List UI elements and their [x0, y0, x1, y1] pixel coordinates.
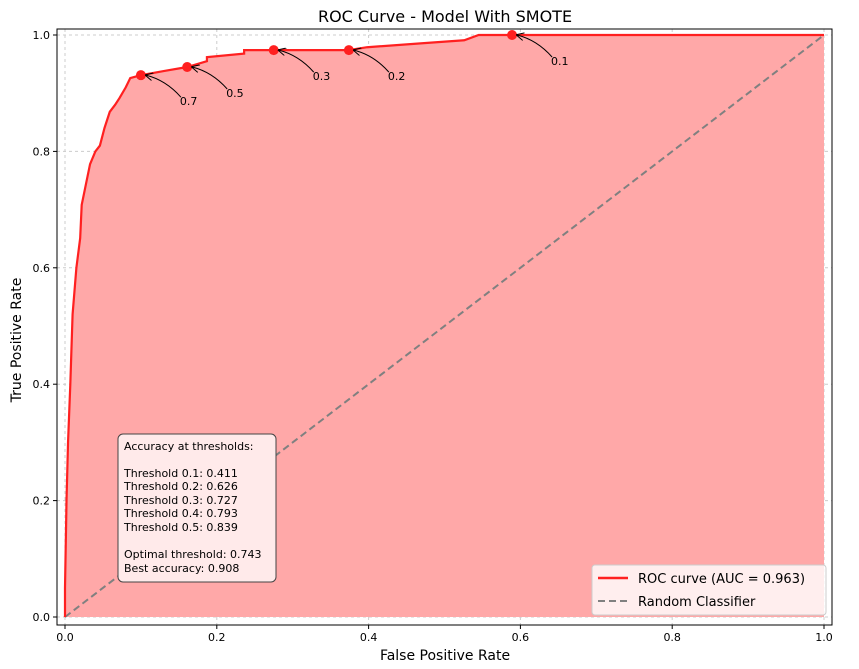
x-tick-label: 0.2: [208, 631, 226, 644]
roc-curve-line: [63, 33, 824, 617]
x-tick-label: 0.8: [663, 631, 681, 644]
threshold-point: [182, 62, 193, 73]
y-tick-label: 0.6: [33, 262, 51, 275]
y-tick-label: 0.4: [33, 378, 51, 391]
legend-roc-label: ROC curve (AUC = 0.963): [638, 572, 805, 587]
threshold-arrow: [279, 50, 315, 73]
box-optimal: Optimal threshold: 0.743: [124, 548, 262, 561]
threshold-point: [343, 45, 354, 56]
x-tick-label: 0.0: [56, 631, 74, 644]
y-tick-label: 0.8: [33, 145, 51, 158]
threshold-point: [135, 70, 146, 81]
legend: ROC curve (AUC = 0.963) Random Classifie…: [591, 564, 827, 616]
legend-random-label: Random Classifier: [638, 595, 756, 610]
threshold-arrow: [146, 75, 182, 98]
threshold-label: 0.5: [226, 87, 244, 100]
y-tick-label: 1.0: [33, 29, 51, 42]
plot-frame: [56, 28, 833, 626]
box-line: Threshold 0.1: 0.411: [123, 467, 238, 480]
threshold-arrow: [354, 50, 390, 73]
x-axis-label: False Positive Rate: [380, 648, 510, 664]
threshold-point: [268, 45, 279, 56]
threshold-label: 0.1: [551, 55, 569, 68]
x-tick-label: 0.4: [360, 631, 378, 644]
y-axis-label: True Positive Rate: [9, 278, 25, 404]
box-heading: Accuracy at thresholds:: [124, 440, 254, 453]
threshold-label: 0.3: [313, 70, 331, 83]
box-best: Best accuracy: 0.908: [124, 562, 239, 575]
threshold-label: 0.7: [180, 95, 198, 108]
box-line: Threshold 0.2: 0.626: [123, 480, 238, 493]
x-tick-label: 1.0: [815, 631, 833, 644]
y-tick-label: 0.0: [33, 611, 51, 624]
chart-title: ROC Curve - Model With SMOTE: [318, 7, 572, 26]
box-line: Threshold 0.4: 0.793: [123, 507, 238, 520]
box-line: Threshold 0.3: 0.727: [123, 494, 238, 507]
threshold-label: 0.2: [388, 70, 406, 83]
threshold-point: [507, 30, 518, 40]
box-line: Threshold 0.5: 0.839: [123, 521, 238, 534]
threshold-arrow: [192, 67, 228, 90]
accuracy-box: Accuracy at thresholds: Threshold 0.1: 0…: [117, 433, 277, 583]
y-tick-label: 0.2: [33, 495, 51, 508]
threshold-arrow: [517, 35, 553, 58]
x-tick-label: 0.6: [512, 631, 530, 644]
